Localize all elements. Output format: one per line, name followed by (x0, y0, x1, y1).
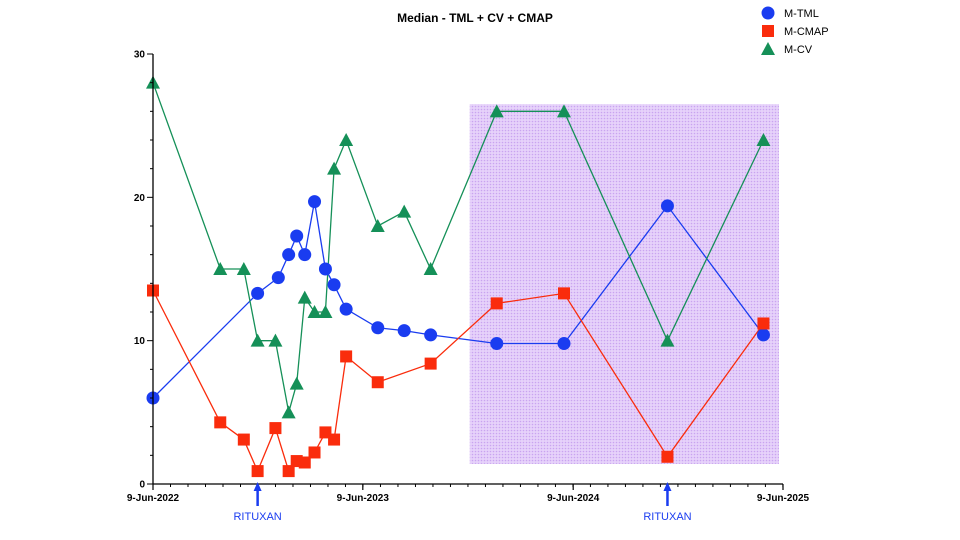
annotation-label: RITUXAN (233, 511, 281, 523)
data-point-m-cmap (282, 465, 295, 478)
data-point-m-cv (397, 204, 412, 218)
axes: 0 10 20 30 9-Jun-2022 9-Jun-2023 9-Jun-2024 9-J… (127, 50, 810, 505)
shaded-region-layer (469, 104, 779, 464)
data-point-m-cv (318, 305, 333, 318)
data-point-m-cmap (269, 422, 282, 435)
x-tick-label: 9-Jun-2025 (757, 493, 810, 504)
data-point-m-cv (307, 305, 322, 318)
data-point-m-tml (490, 337, 504, 351)
shaded-region (469, 104, 779, 464)
y-tick-label: 10 (134, 336, 146, 347)
data-point-m-cmap (490, 297, 503, 310)
data-point-m-tml (271, 271, 285, 285)
data-point-m-cmap (557, 287, 570, 300)
data-point-m-cv (236, 262, 251, 275)
data-point-m-cv (281, 405, 296, 419)
data-point-m-tml (327, 278, 341, 292)
legend-marker-m-cv (761, 42, 775, 55)
data-point-m-cmap (328, 433, 341, 446)
data-point-m-cv (339, 133, 354, 146)
data-point-m-tml (298, 248, 312, 262)
data-point-m-tml (308, 195, 322, 209)
x-tick-label: 9-Jun-2023 (337, 493, 390, 504)
y-tick-label: 0 (139, 480, 145, 491)
legend-label-m-tml: M-TML (784, 8, 819, 20)
legend-marker-m-tml (761, 6, 775, 20)
data-point-m-cv (268, 333, 283, 347)
data-point-m-cmap (340, 350, 353, 363)
data-point-m-cv (489, 104, 504, 118)
data-point-m-tml (371, 321, 385, 335)
data-point-m-tml (557, 337, 571, 351)
data-point-m-cmap (308, 446, 321, 459)
data-point-m-cv (370, 219, 385, 232)
x-tick-label: 9-Jun-2022 (127, 493, 180, 504)
legend-label-m-cv: M-CV (784, 44, 813, 56)
data-point-m-cv (297, 290, 312, 304)
chart-title: Median - TML + CV + CMAP (397, 11, 553, 25)
data-point-m-tml (282, 248, 296, 262)
annotation-label: RITUXAN (643, 511, 691, 523)
data-point-m-cv (556, 104, 571, 118)
data-point-m-cv (327, 161, 342, 175)
series-layer (146, 75, 771, 478)
data-point-m-cmap (214, 416, 227, 429)
data-point-m-cmap (371, 376, 384, 389)
rituxan-arrow-head (663, 482, 672, 491)
data-point-m-cmap (424, 357, 437, 370)
annotations: RITUXAN RITUXAN (233, 482, 692, 523)
data-point-m-cv (660, 333, 675, 347)
data-point-m-cv (423, 262, 438, 275)
data-point-m-tml (424, 328, 438, 342)
data-point-m-cv (213, 262, 228, 275)
data-point-m-tml (339, 302, 353, 316)
data-point-m-cmap (298, 456, 311, 469)
x-tick-label: 9-Jun-2024 (547, 493, 600, 504)
data-point-m-tml (660, 199, 674, 213)
legend-marker-m-cmap (762, 25, 774, 37)
data-point-m-cv (250, 333, 265, 347)
legend: M-TML M-CMAP M-CV (761, 6, 829, 56)
data-point-m-cmap (251, 465, 264, 478)
data-point-m-cv (289, 376, 304, 390)
legend-label-m-cmap: M-CMAP (784, 26, 829, 38)
rituxan-arrow-head (253, 482, 262, 491)
data-point-m-cmap (757, 317, 770, 330)
y-tick-label: 20 (134, 193, 146, 204)
data-point-m-cmap (237, 433, 250, 446)
data-point-m-tml (251, 286, 265, 300)
y-tick-label: 30 (134, 50, 146, 61)
data-point-m-tml (397, 324, 411, 338)
data-point-m-cv (756, 133, 771, 146)
data-point-m-cmap (661, 450, 674, 463)
data-point-m-tml (756, 328, 770, 342)
data-point-m-tml (290, 229, 304, 243)
data-point-m-tml (318, 262, 332, 276)
